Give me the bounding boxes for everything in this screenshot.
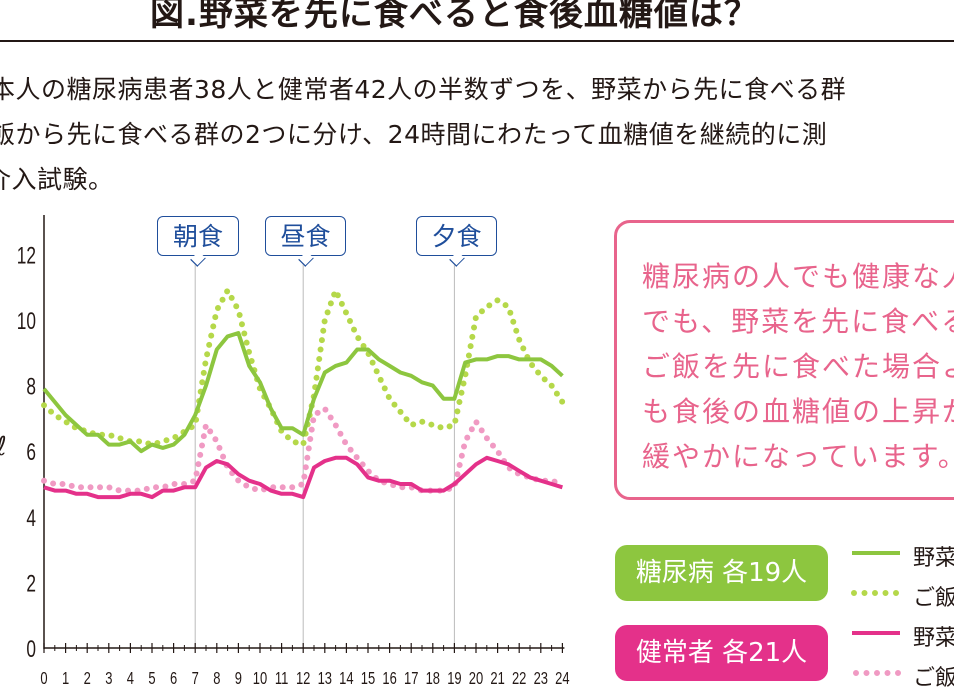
x-tick-label: 20: [469, 669, 484, 689]
x-tick-label: 1: [62, 669, 69, 689]
meal-label-lunch: 昼食: [265, 216, 346, 256]
x-tick-label: 19: [447, 669, 461, 689]
x-tick-label: 3: [105, 669, 112, 689]
x-tick-label: 23: [534, 669, 549, 689]
description-line-3: 介入試験。: [0, 165, 114, 194]
meal-label-dinner: 夕食: [416, 216, 497, 256]
figure-title: 図.野菜を先に食べると食後血糖値は？: [150, 0, 759, 34]
legend-badge-diabetes: 糖尿病 各19人: [615, 545, 828, 601]
x-tick-label: 15: [361, 669, 376, 689]
legend-line-samples: [851, 551, 905, 676]
x-tick-label: 7: [192, 669, 199, 689]
x-tick-label: 5: [148, 669, 155, 689]
legend-label-healthy-vegetable: 野菜: [913, 626, 954, 651]
x-tick-label: 2: [84, 669, 91, 689]
callout-box: [614, 220, 954, 500]
legend-label-diabetes-rice: ご飯: [913, 586, 954, 611]
y-tick-label: 12: [17, 243, 36, 269]
x-tick-label: 24: [555, 669, 570, 689]
y-axis-unit: ℓ: [0, 432, 7, 462]
callout-line-3: ご飯を先に食べた場合よ: [642, 350, 954, 383]
description-line-1: 本人の糖尿病患者38人と健常者42人の半数ずつを、野菜から先に食べる群: [0, 75, 847, 104]
y-tick-label: 8: [26, 374, 36, 400]
x-tick-label: 18: [426, 669, 441, 689]
x-tick-label: 8: [213, 669, 220, 689]
series-healthy-rice-first: [41, 405, 566, 494]
x-tick-label: 16: [382, 669, 397, 689]
callout-line-1: 糖尿病の人でも健康な人: [642, 260, 954, 293]
legend-label-healthy-rice: ご飯: [913, 666, 954, 691]
callout-line-5: 緩やかになっています。: [642, 440, 954, 473]
meal-label-breakfast: 朝食: [157, 216, 239, 256]
callout-line-4: も食後の血糖値の上昇が: [642, 395, 954, 428]
callout-line-2: でも、野菜を先に食べると: [642, 305, 954, 338]
x-tick-label: 17: [404, 669, 418, 689]
y-tick-label: 6: [26, 440, 36, 466]
x-tick-label: 21: [490, 669, 504, 689]
x-tick-label: 10: [253, 669, 268, 689]
description-line-2: 飯から先に食べる群の2つに分け、24時間にわたって血糖値を継続的に測: [0, 120, 828, 149]
x-tick-label: 11: [275, 669, 288, 689]
y-tick-label: 0: [26, 636, 36, 662]
legend-label-diabetes-vegetable: 野菜: [913, 546, 954, 571]
y-tick-label: 10: [17, 308, 36, 334]
series-diabetes-vegetable-first: [42, 331, 564, 454]
x-tick-label: 6: [170, 669, 177, 689]
x-tick-label: 22: [512, 669, 526, 689]
x-tick-label: 9: [235, 669, 242, 689]
legend-badge-healthy: 健常者 各21人: [615, 625, 828, 681]
series-healthy-vegetable-first: [43, 455, 563, 500]
x-tick-label: 13: [318, 669, 333, 689]
y-tick-label: 2: [26, 571, 36, 597]
x-tick-label: 14: [339, 669, 354, 689]
x-tick-label: 4: [127, 669, 134, 689]
blood-glucose-chart: 0 1 2 3 4 5 6 7 8 9 10 11 12 13 14 15 16 17 18 19 20 21 22 23 24…: [17, 215, 570, 689]
x-tick-label: 12: [296, 669, 310, 689]
y-tick-label: 4: [26, 505, 36, 531]
title-divider: [0, 40, 954, 42]
x-tick-label: 0: [40, 669, 47, 689]
